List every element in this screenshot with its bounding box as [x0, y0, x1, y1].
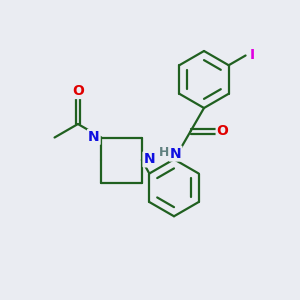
Text: N: N [143, 152, 155, 167]
Text: O: O [72, 84, 84, 98]
Text: N: N [88, 130, 100, 144]
Text: O: O [217, 124, 229, 138]
Text: N: N [170, 147, 181, 160]
Text: H: H [159, 146, 170, 159]
Text: I: I [250, 48, 255, 62]
